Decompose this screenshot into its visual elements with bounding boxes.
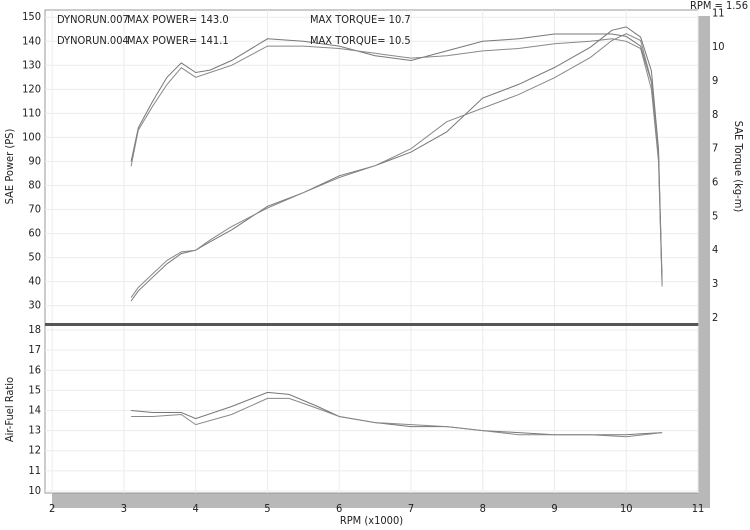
x-tick-label: 3 xyxy=(121,502,127,515)
y2-tick-label: 8 xyxy=(712,108,718,121)
y-tick-label: 14 xyxy=(28,404,41,417)
y-tick-label: 110 xyxy=(22,106,41,119)
y2-tick-label: 5 xyxy=(712,209,718,222)
y2-tick-label: 6 xyxy=(712,176,718,189)
note: RPM = 1.56 xyxy=(690,0,748,12)
y2-tick-label: 7 xyxy=(712,142,718,155)
y-tick-label: 16 xyxy=(28,363,41,376)
y2-tick-label: 9 xyxy=(712,74,718,87)
x-tick-label: 10 xyxy=(620,502,633,515)
y2-axis-label: SAE Torque (kg-m) xyxy=(732,121,745,213)
x-tick-label: 6 xyxy=(336,502,342,515)
y-tick-label: 50 xyxy=(28,251,41,264)
y-tick-label: 15 xyxy=(28,383,41,396)
x-tick-label: 7 xyxy=(408,502,414,515)
y-axis-label: Air-Fuel Ratio xyxy=(3,377,16,442)
y-tick-label: 90 xyxy=(28,154,41,167)
data-line xyxy=(130,33,663,285)
y-tick-label: 80 xyxy=(28,178,41,191)
y-tick-label: 18 xyxy=(28,323,41,336)
max-torque: MAX TORQUE= 10.7 xyxy=(310,13,411,26)
y-tick-label: 40 xyxy=(28,275,41,288)
data-line xyxy=(130,33,663,298)
y2-tick-label: 2 xyxy=(712,311,718,324)
run-name: DYNORUN.007 xyxy=(57,13,129,26)
x-tick-label: 5 xyxy=(264,502,270,515)
x-tick-label: 4 xyxy=(193,502,199,515)
y-tick-label: 30 xyxy=(28,299,41,312)
y-tick-label: 10 xyxy=(28,484,41,497)
plot-frame xyxy=(44,9,699,494)
y-tick-label: 13 xyxy=(28,424,41,437)
y2-tick-label: 11 xyxy=(712,6,725,19)
max-power: MAX POWER= 143.0 xyxy=(127,13,229,26)
max-torque: MAX TORQUE= 10.5 xyxy=(310,34,411,47)
x-tick-label: 2 xyxy=(49,502,55,515)
y2-tick-label: 10 xyxy=(712,40,725,53)
x-tick-label: 8 xyxy=(480,502,486,515)
y-tick-label: 140 xyxy=(22,34,41,47)
y-tick-label: 130 xyxy=(22,58,41,71)
data-line xyxy=(131,397,663,438)
max-power: MAX POWER= 141.1 xyxy=(127,34,229,47)
y-tick-label: 60 xyxy=(28,227,41,240)
y-tick-label: 12 xyxy=(28,444,41,457)
y-tick-label: 150 xyxy=(22,10,41,23)
data-line xyxy=(130,26,663,302)
data-line xyxy=(130,38,663,287)
y-tick-label: 17 xyxy=(28,343,41,356)
y2-tick-label: 3 xyxy=(712,277,718,290)
y-axis-label: SAE Power (PS) xyxy=(3,129,16,205)
x-tick-label: 11 xyxy=(692,502,705,515)
run-name: DYNORUN.004 xyxy=(57,34,129,47)
y-tick-label: 70 xyxy=(28,203,41,216)
x-axis-label: RPM (x1000) xyxy=(340,514,403,527)
x-tick-label: 9 xyxy=(551,502,557,515)
y-tick-label: 11 xyxy=(28,464,41,477)
y-tick-label: 120 xyxy=(22,82,41,95)
y-tick-label: 100 xyxy=(22,130,41,143)
y2-tick-label: 4 xyxy=(712,243,718,256)
